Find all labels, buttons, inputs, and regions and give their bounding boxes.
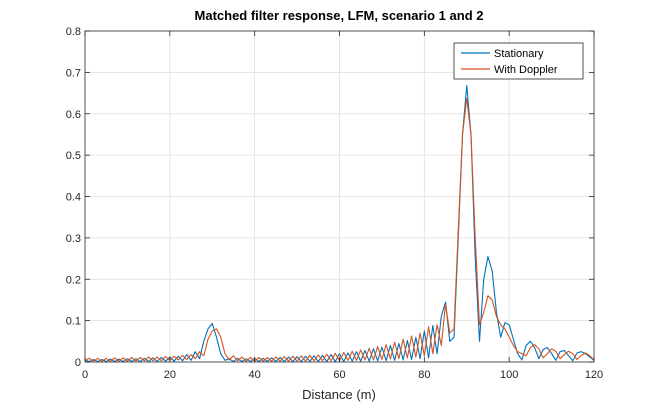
- x-tick-label: 60: [333, 369, 345, 381]
- axis-ticks: 0 20 40 60 80 100 120 0 0.1 0.2 0.3 0.4 0.5 0.6 0.7 0.8: [66, 26, 603, 381]
- legend-box: [453, 42, 584, 80]
- chart-title: Matched filter response, LFM, scenario 1…: [195, 8, 484, 23]
- x-tick-label: 100: [500, 369, 518, 381]
- y-tick-label: 0.4: [66, 192, 81, 204]
- y-tick-label: 0.8: [66, 26, 81, 38]
- x-axis-label: Distance (m): [302, 387, 376, 402]
- x-tick-label: 80: [418, 369, 430, 381]
- legend: Stationary With Doppler: [453, 42, 584, 80]
- y-tick-label: 0.1: [66, 316, 81, 328]
- legend-label-with-doppler: With Doppler: [494, 64, 558, 76]
- y-tick-label: 0.7: [66, 67, 81, 79]
- x-tick-label: 40: [249, 369, 261, 381]
- x-tick-label: 120: [585, 369, 603, 381]
- y-tick-label: 0.5: [66, 150, 81, 162]
- y-tick-label: 0.3: [66, 233, 81, 245]
- x-tick-label: 0: [82, 369, 88, 381]
- y-tick-label: 0.6: [66, 109, 81, 121]
- y-tick-label: 0: [75, 357, 81, 369]
- y-tick-label: 0.2: [66, 274, 81, 286]
- x-tick-label: 20: [164, 369, 176, 381]
- grid-lines: [85, 31, 594, 362]
- legend-label-stationary: Stationary: [494, 48, 544, 60]
